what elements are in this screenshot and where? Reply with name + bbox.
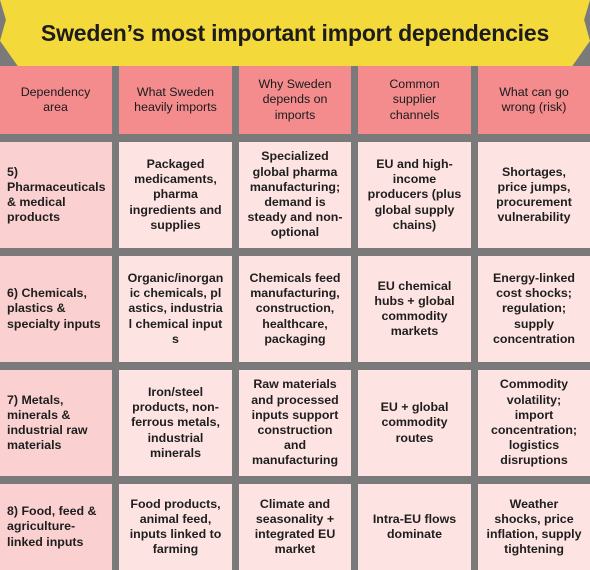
table-row-risk: Weather shocks, price inflation, supply …: [478, 484, 590, 570]
table-row-why: Raw materials and processed inputs suppo…: [239, 370, 351, 484]
table-row-channels: EU chemical hubs + global commodity mark…: [358, 256, 471, 370]
header-dependency-area: Dependency area: [0, 66, 112, 142]
table-row-area: 6) Chemicals, plastics & specialty input…: [0, 256, 112, 370]
table-row-area: 7) Metals, minerals & industrial raw mat…: [0, 370, 112, 484]
table-row-channels: Intra-EU flows dominate: [358, 484, 471, 570]
table-row-why: Chemicals feed manufacturing, constructi…: [239, 256, 351, 370]
table-row-channels: EU + global commodity routes: [358, 370, 471, 484]
header-why-depends: Why Sweden depends on imports: [239, 66, 351, 142]
table-row-channels: EU and high-income producers (plus globa…: [358, 142, 471, 256]
table-row-risk: Energy-linked cost shocks; regulation; s…: [478, 256, 590, 370]
header-supplier-channels: Common supplier channels: [358, 66, 471, 142]
table-row-risk: Shortages, price jumps, procurement vuln…: [478, 142, 590, 256]
table-row-imports: Organic/inorganic chemicals, plastics, i…: [119, 256, 232, 370]
table-row-imports: Iron/steel products, non-ferrous metals,…: [119, 370, 232, 484]
table-row-area: 8) Food, feed & agriculture-linked input…: [0, 484, 112, 570]
table-row-imports: Food products, animal feed, inputs linke…: [119, 484, 232, 570]
table-row-why: Specialized global pharma manufacturing;…: [239, 142, 351, 256]
table-row-why: Climate and seasonality + integrated EU …: [239, 484, 351, 570]
dependency-table: Dependency area What Sweden heavily impo…: [0, 66, 590, 570]
page-title: Sweden’s most important import dependenc…: [40, 19, 550, 46]
table-row-area: 5) Pharmaceuticals & medical products: [0, 142, 112, 256]
title-banner: Sweden’s most important import dependenc…: [0, 0, 590, 66]
table-row-risk: Commodity volatility; import concentrati…: [478, 370, 590, 484]
header-risk: What can go wrong (risk): [478, 66, 590, 142]
header-what-imports: What Sweden heavily imports: [119, 66, 232, 142]
table-row-imports: Packaged medicaments, pharma ingredients…: [119, 142, 232, 256]
